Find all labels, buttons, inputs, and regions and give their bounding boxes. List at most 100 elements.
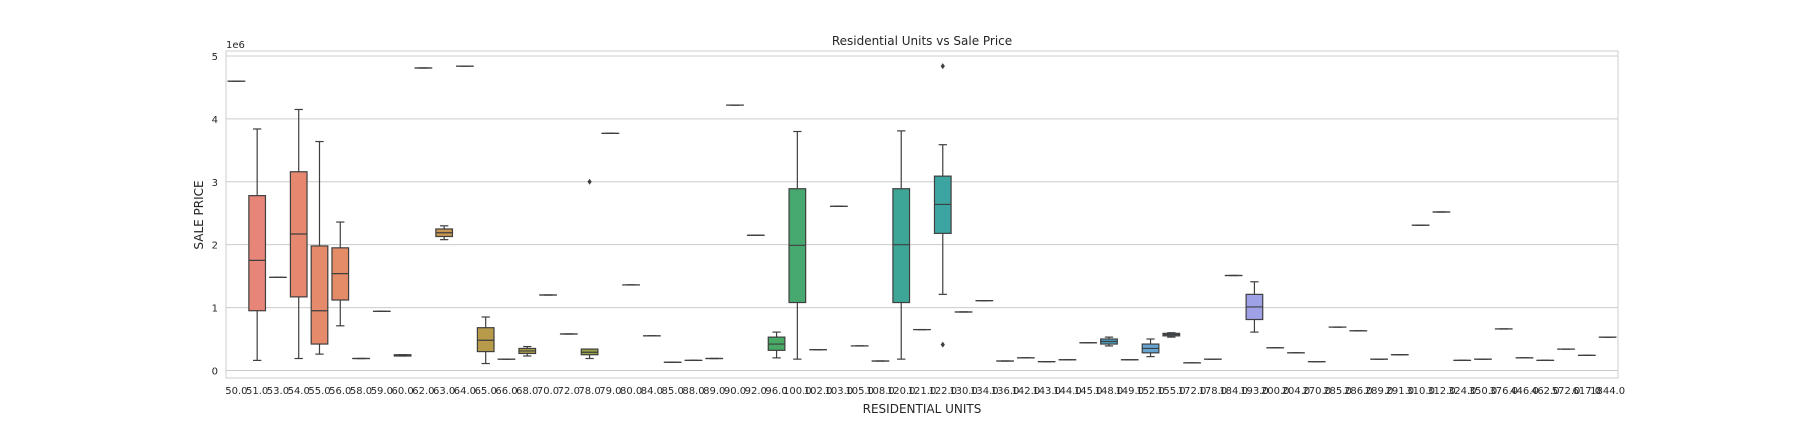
box-193.0 (1245, 281, 1264, 333)
x-tick-label: 105.0 (845, 386, 874, 397)
x-tick-label: 72.0 (558, 386, 580, 397)
plot-area (225, 50, 1619, 379)
x-tick-label: 66.0 (495, 386, 517, 397)
x-tick-label: 289.0 (1365, 386, 1394, 397)
x-tick-label: 617.0 (1573, 386, 1602, 397)
x-tick-label: 122.0 (928, 386, 957, 397)
box-63.0 (435, 225, 454, 241)
x-tick-label: 78.0 (578, 386, 600, 397)
x-tick-label: 79.0 (599, 386, 621, 397)
box-148.0 (1100, 336, 1118, 347)
x-tick-label: 100.0 (783, 386, 812, 397)
x-tick-label: 55.0 (308, 386, 330, 397)
x-tick-label: 88.0 (682, 386, 704, 397)
y-offset-label: 1e6 (226, 40, 245, 51)
y-tick-label: 4 (212, 115, 218, 126)
x-tick-label: 54.0 (288, 386, 310, 397)
x-tick-label: 134.0 (970, 386, 999, 397)
x-tick-label: 324.0 (1448, 386, 1477, 397)
box-65.0 (476, 316, 495, 365)
x-tick-label: 70.0 (537, 386, 559, 397)
box-152.0 (1141, 338, 1160, 358)
x-tick-labels: 50.051.053.054.055.056.058.059.060.062.0… (225, 386, 1625, 397)
x-tick-label: 286.0 (1344, 386, 1373, 397)
y-tick-labels: 0 1 2 3 4 5 (212, 52, 218, 377)
x-tick-label: 143.0 (1032, 386, 1061, 397)
x-tick-label: 155.0 (1157, 386, 1186, 397)
x-tick-label: 148.0 (1095, 386, 1124, 397)
y-tick-label: 2 (212, 241, 218, 252)
x-tick-label: 102.0 (804, 386, 833, 397)
x-tick-label: 270.0 (1302, 386, 1331, 397)
x-tick-label: 178.0 (1199, 386, 1228, 397)
x-tick-label: 446.0 (1510, 386, 1539, 397)
x-tick-label: 120.0 (887, 386, 916, 397)
box-78.0 (580, 178, 599, 360)
y-tick-label: 0 (212, 366, 218, 377)
x-tick-label: 145.0 (1074, 386, 1103, 397)
x-tick-label: 121.0 (908, 386, 937, 397)
box-100.0 (788, 130, 807, 360)
x-tick-label: 80.0 (620, 386, 642, 397)
x-tick-label: 310.0 (1406, 386, 1435, 397)
x-tick-label: 1844.0 (1590, 386, 1625, 397)
x-tick-label: 59.0 (371, 386, 393, 397)
x-tick-label: 51.0 (246, 386, 268, 397)
boxes-layer (227, 63, 1617, 365)
x-tick-label: 108.0 (866, 386, 895, 397)
box-120.0 (892, 130, 911, 360)
box-96.0 (767, 331, 786, 359)
box-body (476, 327, 495, 353)
x-tick-label: 58.0 (350, 386, 372, 397)
y-axis-label: SALE PRICE (192, 180, 206, 249)
x-tick-label: 572.0 (1552, 386, 1581, 397)
x-tick-label: 184.0 (1219, 386, 1248, 397)
x-tick-label: 291.0 (1386, 386, 1415, 397)
x-tick-label: 62.0 (412, 386, 434, 397)
x-tick-label: 85.0 (662, 386, 684, 397)
x-tick-label: 312.0 (1427, 386, 1456, 397)
x-tick-label: 56.0 (329, 386, 351, 397)
x-tick-label: 90.0 (724, 386, 746, 397)
x-tick-label: 152.0 (1136, 386, 1165, 397)
x-tick-label: 462.0 (1531, 386, 1560, 397)
x-tick-label: 350.0 (1469, 386, 1498, 397)
box-55.0 (310, 140, 329, 355)
x-tick-label: 130.0 (949, 386, 978, 397)
x-tick-label: 144.0 (1053, 386, 1082, 397)
x-axis-label: RESIDENTIAL UNITS (863, 402, 982, 416)
x-tick-label: 63.0 (433, 386, 455, 397)
x-tick-label: 376.0 (1489, 386, 1518, 397)
x-tick-label: 204.0 (1282, 386, 1311, 397)
x-tick-label: 142.0 (1012, 386, 1041, 397)
box-51.0 (248, 128, 267, 361)
x-tick-label: 200.0 (1261, 386, 1290, 397)
x-tick-label: 53.0 (267, 386, 289, 397)
x-tick-label: 103.0 (825, 386, 854, 397)
x-tick-label: 92.0 (745, 386, 767, 397)
x-tick-label: 193.0 (1240, 386, 1269, 397)
outlier-point (940, 63, 945, 70)
x-tick-label: 65.0 (475, 386, 497, 397)
x-tick-label: 68.0 (516, 386, 538, 397)
box-155.0 (1162, 332, 1181, 338)
x-tick-label: 285.0 (1323, 386, 1352, 397)
y-tick-label: 1 (212, 304, 218, 315)
x-tick-label: 172.0 (1178, 386, 1207, 397)
x-tick-label: 136.0 (991, 386, 1020, 397)
x-tick-label: 96.0 (765, 386, 787, 397)
box-body (892, 188, 911, 304)
x-tick-label: 50.0 (225, 386, 247, 397)
x-tick-label: 89.0 (703, 386, 725, 397)
x-tick-label: 60.0 (391, 386, 413, 397)
box-68.0 (518, 345, 537, 357)
box-body (248, 195, 267, 312)
outlier-point (940, 341, 945, 348)
box-122.0 (933, 63, 952, 348)
box-54.0 (289, 108, 308, 360)
outlier-point (587, 178, 592, 185)
y-tick-label: 5 (212, 52, 218, 63)
x-tick-label: 84.0 (641, 386, 663, 397)
chart-title: Residential Units vs Sale Price (832, 34, 1012, 48)
